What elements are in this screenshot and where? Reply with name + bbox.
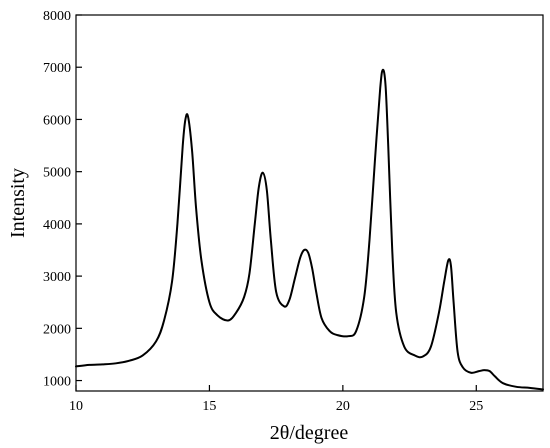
y-tick-label: 3000 bbox=[43, 270, 71, 285]
x-tick-label: 25 bbox=[469, 399, 483, 414]
x-axis-ticks: 10 15 20 25 bbox=[69, 385, 483, 414]
y-tick-label: 7000 bbox=[43, 61, 71, 76]
y-axis-ticks: 1000 2000 3000 4000 5000 6000 7000 8000 bbox=[43, 9, 82, 390]
x-tick-label: 20 bbox=[336, 399, 350, 414]
x-tick-label: 15 bbox=[202, 399, 216, 414]
y-tick-label: 4000 bbox=[43, 218, 71, 233]
y-tick-label: 5000 bbox=[43, 166, 71, 181]
y-tick-label: 2000 bbox=[43, 322, 71, 337]
y-tick-label: 1000 bbox=[43, 375, 71, 390]
series-line bbox=[75, 68, 544, 391]
y-tick-label: 8000 bbox=[43, 9, 71, 24]
x-axis-title: 2θ/degree bbox=[270, 422, 349, 444]
plot-frame bbox=[75, 14, 544, 392]
y-tick-label: 6000 bbox=[43, 113, 71, 128]
x-tick-label: 10 bbox=[69, 399, 83, 414]
y-axis-title: Intensity bbox=[7, 168, 29, 238]
